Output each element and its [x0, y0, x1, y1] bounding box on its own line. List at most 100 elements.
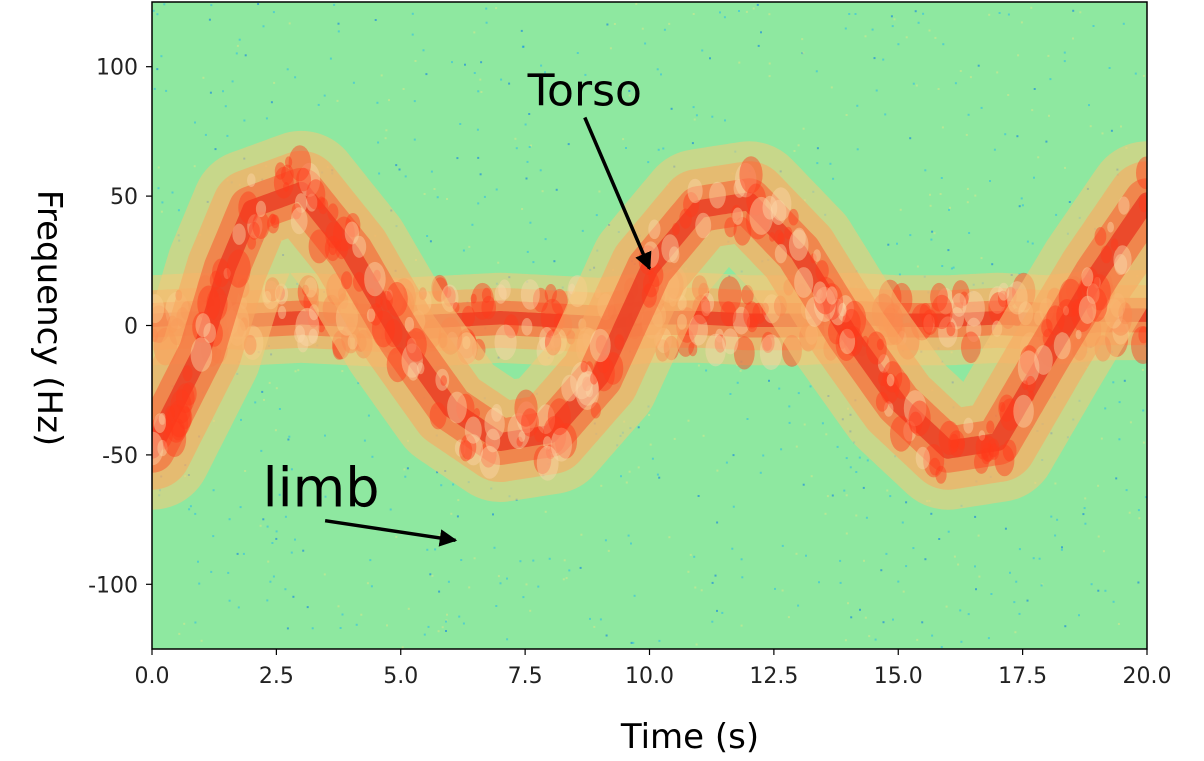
noise-speckle [801, 38, 804, 41]
noise-speckle [1123, 379, 1126, 382]
series-limb-blob [480, 441, 497, 468]
annotation-arrow [324, 518, 458, 547]
noise-speckle [244, 470, 247, 472]
noise-speckle [200, 639, 203, 642]
noise-speckle [341, 370, 344, 373]
series-limb-blob [447, 391, 467, 424]
noise-speckle [788, 405, 791, 408]
noise-speckle [177, 209, 180, 212]
series-limb-blob [386, 281, 408, 317]
series-limb-blob [590, 402, 601, 419]
noise-speckle [447, 580, 450, 583]
series-limb-blob [435, 368, 450, 391]
noise-speckle [341, 613, 344, 616]
noise-speckle [445, 620, 447, 623]
noise-speckle [950, 267, 953, 270]
noise-speckle [1004, 133, 1007, 136]
noise-speckle [479, 173, 482, 176]
series-limb-blob [298, 162, 321, 197]
noise-speckle [954, 82, 957, 85]
noise-speckle [208, 18, 211, 21]
noise-speckle [1104, 589, 1107, 592]
noise-speckle [156, 68, 159, 71]
noise-speckle [288, 22, 291, 25]
series-limb-blob [774, 229, 784, 245]
noise-speckle [668, 536, 671, 539]
noise-speckle [855, 514, 858, 517]
series-limb-blob [999, 401, 1006, 413]
series-limb-blob [1025, 375, 1036, 393]
noise-speckle [311, 627, 314, 630]
noise-speckle [423, 633, 426, 636]
series-limb-blob [813, 249, 821, 262]
series-limb-blob [341, 271, 353, 290]
noise-speckle [1015, 580, 1018, 583]
noise-speckle [928, 29, 931, 32]
noise-speckle [644, 42, 647, 45]
noise-speckle [1088, 104, 1090, 107]
noise-speckle [940, 177, 943, 179]
series-limb-blob [473, 408, 480, 419]
noise-speckle [604, 539, 607, 542]
series-limb-blob [949, 433, 959, 449]
series-limb-blob [837, 335, 847, 350]
series-torso-blob [521, 318, 533, 336]
series-torso-blob [950, 307, 964, 330]
noise-speckle [434, 548, 437, 551]
series-limb-blob [1110, 238, 1119, 251]
series-limb-blob [273, 166, 294, 199]
noise-speckle [522, 596, 525, 599]
noise-speckle [1125, 489, 1128, 492]
noise-speckle [673, 437, 676, 440]
series-torso-blob [705, 333, 726, 367]
noise-speckle [337, 605, 340, 608]
noise-speckle [829, 162, 832, 165]
series-limb-blob [407, 362, 419, 381]
noise-speckle [525, 177, 528, 180]
series-limb-blob [1093, 276, 1101, 289]
noise-speckle [818, 581, 820, 584]
series-limb-blob [152, 413, 174, 450]
noise-speckle [630, 641, 633, 644]
noise-speckle [436, 471, 439, 474]
noise-speckle [363, 439, 366, 442]
x-tick-label: 0.0 [135, 664, 170, 689]
noise-speckle [357, 382, 360, 385]
noise-speckle [371, 455, 374, 458]
series-limb-blob [366, 308, 376, 322]
noise-speckle [294, 538, 296, 541]
noise-speckle [369, 559, 372, 562]
noise-speckle [460, 559, 463, 561]
noise-speckle [845, 457, 848, 460]
noise-speckle [897, 43, 900, 46]
series-limb-blob [589, 328, 611, 363]
noise-speckle [929, 204, 932, 207]
noise-speckle [836, 445, 839, 448]
noise-speckle [388, 99, 390, 102]
noise-speckle [874, 638, 877, 641]
series-torso-blob [931, 294, 953, 330]
noise-speckle [740, 624, 743, 627]
series-limb-blob [545, 444, 556, 460]
noise-speckle [337, 30, 340, 33]
noise-speckle [548, 557, 551, 560]
noise-speckle [885, 552, 888, 555]
noise-speckle [960, 640, 963, 643]
noise-speckle [866, 459, 869, 462]
noise-speckle [370, 585, 373, 588]
noise-speckle [541, 190, 544, 193]
noise-speckle [844, 27, 847, 30]
noise-speckle [317, 103, 320, 106]
series-limb-blob [384, 319, 403, 348]
series-limb-blob [733, 178, 746, 198]
series-limb-blob [1075, 329, 1082, 340]
noise-speckle [1040, 584, 1043, 587]
noise-speckle [318, 497, 321, 500]
noise-speckle [996, 71, 999, 74]
noise-speckle [1020, 197, 1023, 200]
annotation-arrow [583, 116, 652, 271]
noise-speckle [849, 466, 852, 469]
noise-speckle [497, 261, 500, 264]
noise-speckle [628, 94, 631, 97]
noise-speckle [576, 52, 579, 54]
